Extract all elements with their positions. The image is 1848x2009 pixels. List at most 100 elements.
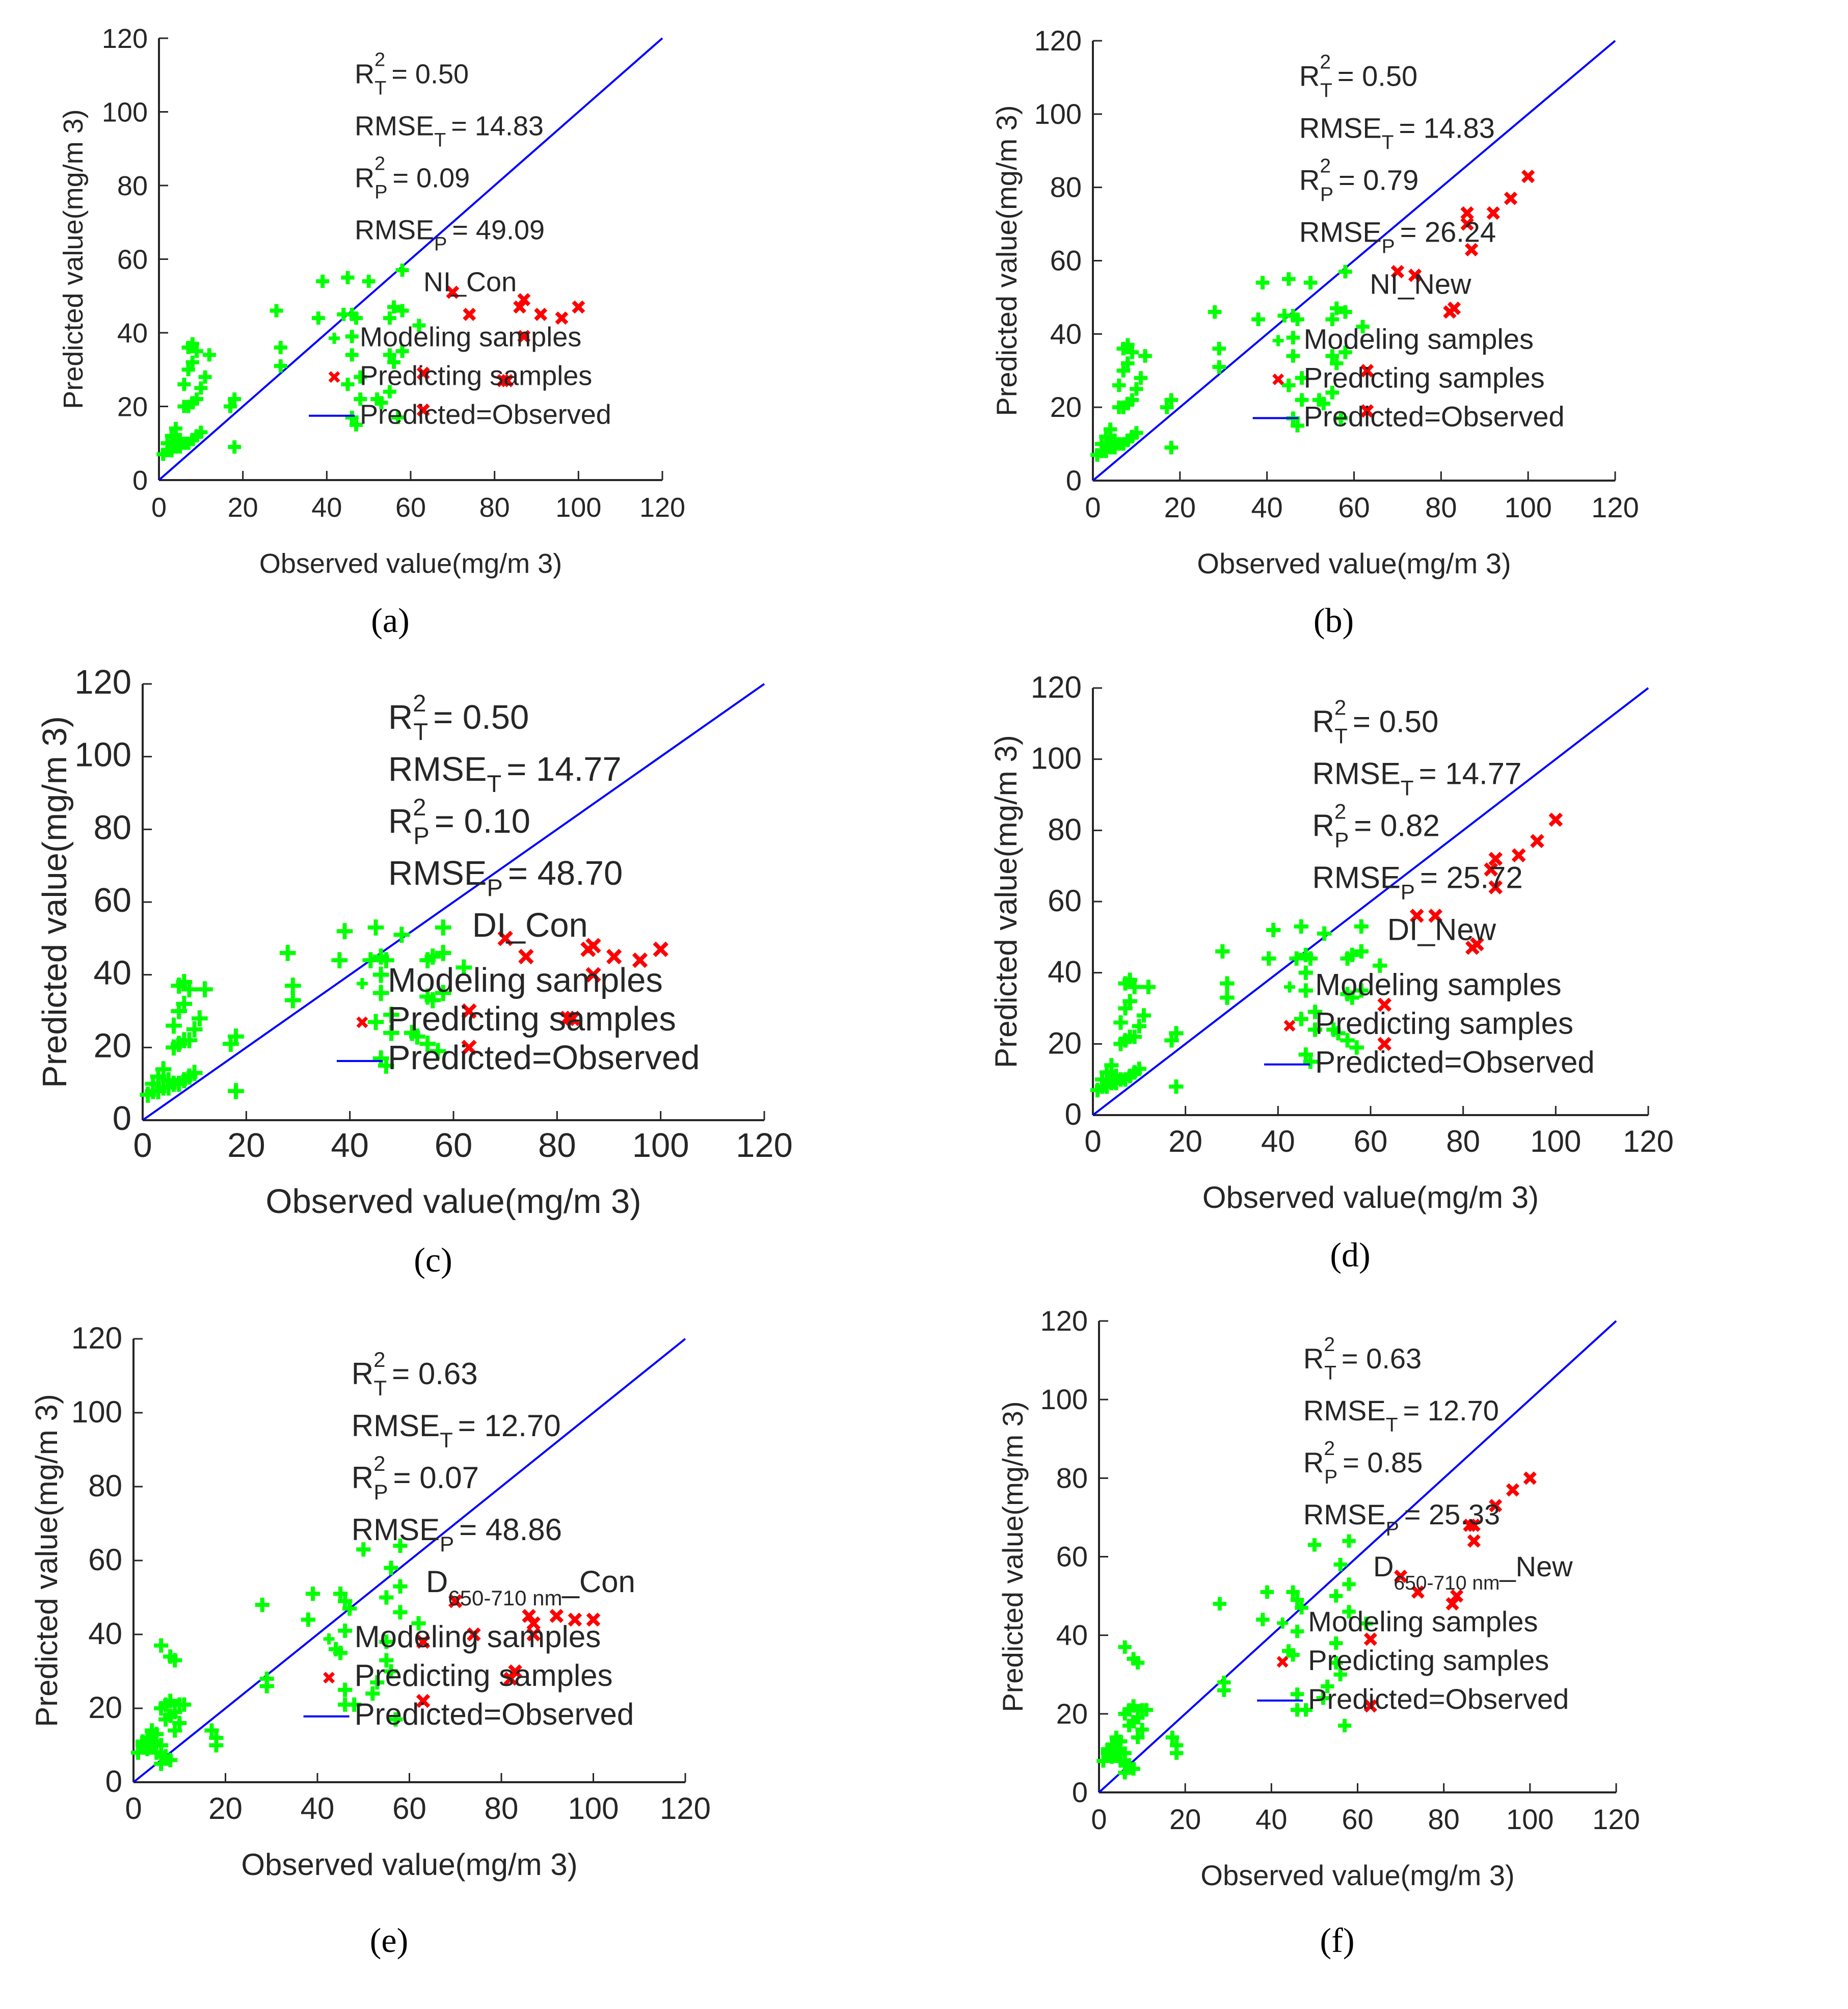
modeling-point bbox=[1135, 1723, 1149, 1736]
modeling-point bbox=[154, 1756, 169, 1771]
modeling-point bbox=[1298, 983, 1313, 998]
modeling-point bbox=[395, 345, 409, 358]
modeling-point bbox=[1338, 305, 1352, 319]
modeling-point bbox=[145, 1083, 162, 1099]
x-tick-label: 60 bbox=[1342, 1803, 1373, 1835]
modeling-point bbox=[169, 440, 182, 454]
chart-panel-d: 0 20 40 60 80 100 120 0 20 40 60 80 100 120 Observed v… bbox=[989, 670, 1674, 1274]
modeling-point bbox=[1321, 1679, 1334, 1694]
predicting-point bbox=[653, 941, 668, 957]
y-tick-label: 0 bbox=[105, 1764, 122, 1799]
r2-predict-stat: R2 P = 0.10 bbox=[388, 794, 530, 849]
modeling-point bbox=[186, 1021, 203, 1038]
modeling-point bbox=[393, 1538, 408, 1553]
modeling-point bbox=[345, 348, 359, 362]
identity-line bbox=[1092, 687, 1649, 1116]
modeling-point bbox=[1295, 1601, 1308, 1615]
modeling-point bbox=[181, 1032, 198, 1048]
model-name: D650-710 nm_Con bbox=[426, 1565, 635, 1610]
y-tick-label: 80 bbox=[1050, 171, 1082, 203]
modeling-point bbox=[372, 966, 389, 983]
modeling-point bbox=[1217, 1683, 1231, 1697]
predicting-point bbox=[1504, 192, 1518, 205]
modeling-point bbox=[1122, 972, 1137, 987]
modeling-point bbox=[379, 1590, 394, 1605]
modeling-point bbox=[384, 1561, 398, 1575]
x-tick-label: 60 bbox=[435, 1126, 473, 1165]
rmse-train-stat: RMSET = 14.83 bbox=[1299, 112, 1495, 153]
modeling-point bbox=[1338, 265, 1352, 279]
x-tick-label: 0 bbox=[1091, 1803, 1107, 1835]
identity-line bbox=[1092, 40, 1616, 482]
modeling-point bbox=[1359, 1617, 1373, 1630]
x-tick-label: 120 bbox=[1623, 1124, 1674, 1158]
modeling-point bbox=[274, 359, 287, 373]
predicting-point bbox=[1360, 364, 1374, 378]
modeling-point bbox=[1295, 393, 1309, 407]
modeling-point bbox=[1345, 947, 1359, 962]
y-tick-label: 0 bbox=[132, 465, 148, 496]
modeling-point bbox=[1289, 951, 1304, 966]
modeling-point bbox=[1131, 1656, 1145, 1670]
y-tick-label: 60 bbox=[1048, 884, 1082, 918]
predicting-point bbox=[1450, 1589, 1464, 1603]
modeling-point bbox=[367, 1014, 384, 1030]
modeling-point bbox=[1338, 345, 1352, 359]
legend-predicting-label: Predicting samples bbox=[1304, 361, 1545, 393]
modeling-point bbox=[1121, 356, 1135, 371]
y-tick-label: 120 bbox=[1034, 24, 1082, 57]
y-tick-label: 40 bbox=[93, 954, 131, 992]
modeling-point bbox=[345, 411, 359, 425]
modeling-point bbox=[1104, 1075, 1119, 1091]
predicting-point bbox=[1484, 862, 1498, 877]
modeling-point bbox=[259, 1679, 274, 1694]
predicting-point bbox=[586, 1613, 601, 1627]
modeling-point bbox=[383, 385, 396, 399]
modeling-point bbox=[1281, 1644, 1296, 1658]
modeling-point bbox=[430, 1043, 446, 1060]
legend-line-label: Predicted=Observed bbox=[1308, 1683, 1569, 1715]
modeling-point bbox=[1164, 393, 1179, 407]
legend-modeling-marker bbox=[1272, 335, 1284, 347]
x-tick-label: 120 bbox=[1592, 1803, 1640, 1835]
modeling-point bbox=[1160, 400, 1174, 414]
x-tick-label: 0 bbox=[1085, 491, 1101, 523]
predicting-point bbox=[568, 1613, 582, 1627]
modeling-point bbox=[1294, 1012, 1308, 1026]
panel-label: (f) bbox=[1320, 1921, 1355, 1960]
modeling-point bbox=[1290, 1593, 1304, 1607]
modeling-point bbox=[383, 1024, 399, 1041]
predicting-point bbox=[606, 948, 622, 965]
modeling-point bbox=[1294, 919, 1308, 934]
modeling-point bbox=[1099, 430, 1113, 444]
x-axis-title: Observed value(mg/m 3) bbox=[1200, 1859, 1514, 1891]
legend-predicting-label: Predicting samples bbox=[355, 1658, 613, 1693]
model-name: DI_New bbox=[1387, 913, 1496, 947]
modeling-point bbox=[190, 345, 204, 358]
r2-train-stat: R2 T = 0.63 bbox=[1303, 1334, 1422, 1384]
modeling-point bbox=[362, 952, 379, 968]
modeling-point bbox=[1303, 276, 1318, 289]
rmse-predict-stat: RMSEP = 25.72 bbox=[1313, 861, 1523, 904]
y-tick-label: 120 bbox=[1040, 1305, 1088, 1337]
x-tick-label: 0 bbox=[125, 1791, 142, 1826]
y-tick-label: 100 bbox=[1031, 742, 1082, 776]
legend: Modeling samples Predicting samples Predic… bbox=[1257, 1605, 1569, 1715]
predicting-point bbox=[1377, 997, 1392, 1012]
rmse-train-stat: RMSET = 14.77 bbox=[388, 750, 622, 797]
y-tick-label: 100 bbox=[74, 736, 131, 774]
legend-predicting-marker bbox=[328, 371, 340, 383]
modeling-point bbox=[185, 337, 199, 351]
modeling-point bbox=[1127, 1699, 1140, 1713]
modeling-point bbox=[1141, 980, 1156, 994]
legend-modeling-label: Modeling samples bbox=[355, 1620, 601, 1654]
modeling-point bbox=[1131, 1730, 1145, 1744]
y-axis-title: Predicted value(mg/m 3) bbox=[989, 735, 1023, 1068]
modeling-point bbox=[395, 263, 409, 277]
modeling-point bbox=[1286, 349, 1300, 363]
predicting-point bbox=[1548, 812, 1563, 827]
y-tick-label: 80 bbox=[1056, 1462, 1088, 1494]
modeling-point bbox=[1109, 1730, 1123, 1744]
modeling-point bbox=[419, 1036, 436, 1052]
